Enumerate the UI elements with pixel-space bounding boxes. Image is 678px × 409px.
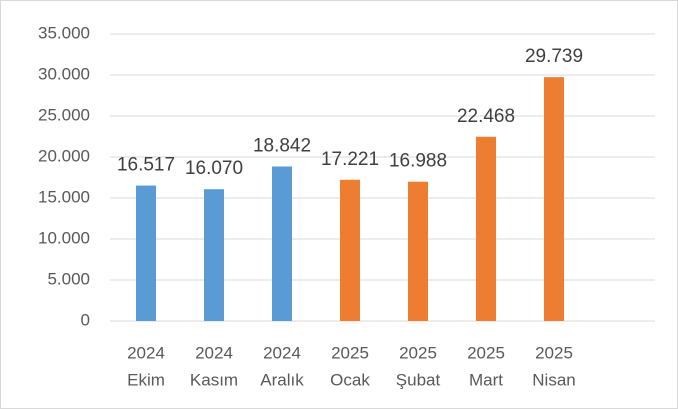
y-tick-label: 35.000 — [38, 23, 90, 42]
y-tick-label: 30.000 — [38, 64, 90, 83]
x-tick-label: 2024 — [127, 343, 165, 362]
x-tick-label: Kasım — [190, 370, 238, 389]
x-tick-label: Nisan — [532, 370, 575, 389]
data-label: 16.988 — [389, 151, 447, 172]
bar — [272, 166, 292, 321]
data-label: 17.221 — [321, 149, 379, 170]
y-tick-label: 5.000 — [47, 269, 90, 288]
data-label: 18.842 — [253, 136, 311, 157]
x-tick-label: Ocak — [330, 370, 370, 389]
y-tick-label: 20.000 — [38, 146, 90, 165]
x-tick-label: 2024 — [195, 343, 233, 362]
x-tick-label: 2025 — [331, 343, 369, 362]
y-tick-label: 0 — [81, 310, 90, 329]
bar — [204, 189, 224, 321]
bar — [340, 179, 360, 321]
data-label: 29.739 — [525, 46, 583, 67]
x-tick-label: 2025 — [399, 343, 437, 362]
data-label: 16.070 — [185, 158, 243, 179]
x-tick-label: 2025 — [535, 343, 573, 362]
bar — [544, 77, 564, 321]
x-tick-label: 2025 — [467, 343, 505, 362]
bar — [476, 136, 496, 321]
x-tick-label: 2024 — [263, 343, 301, 362]
y-tick-label: 25.000 — [38, 105, 90, 124]
y-tick-label: 10.000 — [38, 228, 90, 247]
x-tick-label: Mart — [469, 370, 503, 389]
x-tick-label: Ekim — [127, 370, 165, 389]
x-tick-label: Şubat — [396, 370, 441, 389]
data-label: 16.517 — [117, 155, 175, 176]
bar — [136, 185, 156, 321]
x-tick-label: Aralık — [260, 370, 304, 389]
bar — [408, 181, 428, 321]
data-label: 22.468 — [457, 106, 515, 127]
y-tick-label: 15.000 — [38, 187, 90, 206]
